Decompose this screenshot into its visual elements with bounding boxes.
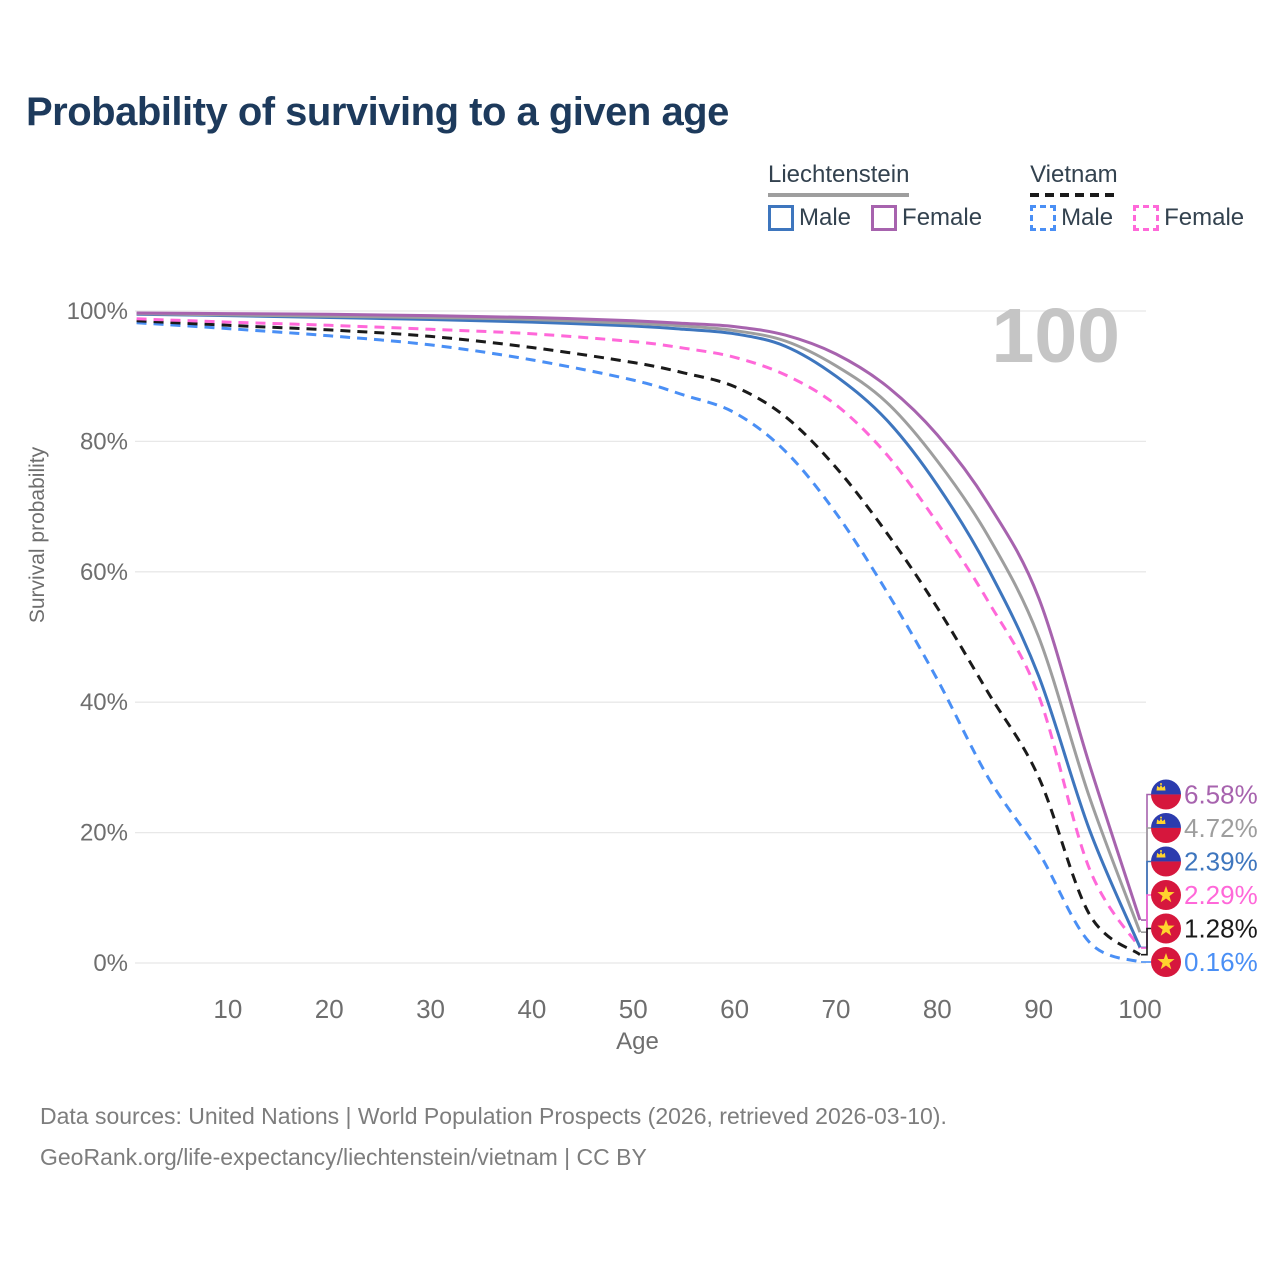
page-title: Probability of surviving to a given age xyxy=(26,90,729,134)
vietnam-flag-icon xyxy=(1151,913,1181,944)
age-watermark: 100 xyxy=(992,293,1120,379)
x-tick-label: 30 xyxy=(416,994,445,1024)
x-tick-label: 70 xyxy=(821,994,850,1024)
line-vietnam-total[interactable] xyxy=(136,319,1141,956)
line-liechtenstein-female[interactable] xyxy=(136,311,1142,921)
footer: Data sources: United Nations | World Pop… xyxy=(40,1096,947,1178)
x-tick-label: 40 xyxy=(517,994,546,1024)
x-tick-label: 90 xyxy=(1024,994,1053,1024)
end-value-label-vietnam-male: 0.16% xyxy=(1184,947,1258,977)
legend-group-vietnam: Vietnam Male Female xyxy=(1030,161,1244,232)
legend: Liechtenstein Male Female Vietnam xyxy=(768,161,1244,232)
line-vietnam-female[interactable] xyxy=(136,317,1142,949)
y-tick-label: 0% xyxy=(93,950,128,977)
x-tick-label: 50 xyxy=(619,994,648,1024)
legend-item-label: Female xyxy=(1164,204,1245,231)
dashed-square-swatch-icon xyxy=(1030,205,1057,231)
legend-item-label: Female xyxy=(902,204,983,231)
legend-country-liechtenstein[interactable]: Liechtenstein xyxy=(768,161,910,197)
y-axis-title: Survival probability xyxy=(26,446,49,623)
attribution-line: GeoRank.org/life-expectancy/liechtenstei… xyxy=(40,1144,647,1170)
data-sources-line: Data sources: United Nations | World Pop… xyxy=(40,1103,947,1129)
liechtenstein-flag-icon xyxy=(1151,812,1181,843)
line-vietnam-male[interactable] xyxy=(136,321,1141,964)
dashed-square-swatch-icon xyxy=(1133,205,1160,231)
label-leader-line xyxy=(1141,927,1151,956)
legend-item-vietnam-male[interactable]: Male xyxy=(1030,204,1113,232)
solid-square-swatch-icon xyxy=(871,205,898,231)
y-tick-label: 40% xyxy=(80,689,128,716)
legend-country-label: Liechtenstein xyxy=(768,161,910,188)
dashed-line-key-icon xyxy=(1030,193,1118,197)
legend-country-vietnam[interactable]: Vietnam xyxy=(1030,161,1118,197)
legend-item-vietnam-female[interactable]: Female xyxy=(1133,204,1244,232)
y-tick-label: 20% xyxy=(80,820,128,847)
y-tick-label: 60% xyxy=(80,559,128,586)
x-tick-label: 80 xyxy=(923,994,952,1024)
solid-line-key-icon xyxy=(768,193,910,197)
legend-item-label: Male xyxy=(799,204,852,231)
legend-group-liechtenstein: Liechtenstein Male Female xyxy=(768,161,982,232)
end-value-label-vietnam-female: 2.29% xyxy=(1184,880,1258,910)
end-value-label-vietnam-total: 1.28% xyxy=(1184,913,1258,943)
legend-item-label: Male xyxy=(1061,204,1114,231)
label-leader-line xyxy=(1141,894,1151,949)
legend-item-liechtenstein-female[interactable]: Female xyxy=(871,204,982,232)
line-liechtenstein-male[interactable] xyxy=(136,312,1142,948)
end-value-label-liechtenstein-male: 2.39% xyxy=(1184,846,1258,876)
label-leader-line xyxy=(1141,827,1151,934)
x-tick-label: 60 xyxy=(720,994,749,1024)
y-tick-label: 80% xyxy=(80,428,128,455)
liechtenstein-flag-icon xyxy=(1151,779,1181,810)
vietnam-flag-icon xyxy=(1151,879,1181,910)
liechtenstein-flag-icon xyxy=(1151,846,1181,877)
x-tick-label: 20 xyxy=(315,994,344,1024)
x-axis-title: Age xyxy=(616,1028,659,1055)
end-value-label-liechtenstein-total: 4.72% xyxy=(1184,813,1258,843)
vietnam-flag-icon xyxy=(1151,946,1181,977)
legend-country-label: Vietnam xyxy=(1030,161,1118,188)
x-tick-label: 100 xyxy=(1118,994,1161,1024)
line-liechtenstein-total[interactable] xyxy=(136,312,1142,933)
y-tick-label: 100% xyxy=(67,298,128,325)
solid-square-swatch-icon xyxy=(768,205,794,231)
legend-item-liechtenstein-male[interactable]: Male xyxy=(768,204,851,232)
end-value-label-liechtenstein-female: 6.58% xyxy=(1184,779,1258,809)
label-leader-line xyxy=(1141,860,1151,949)
x-tick-label: 10 xyxy=(213,994,242,1024)
label-leader-line xyxy=(1141,793,1151,921)
